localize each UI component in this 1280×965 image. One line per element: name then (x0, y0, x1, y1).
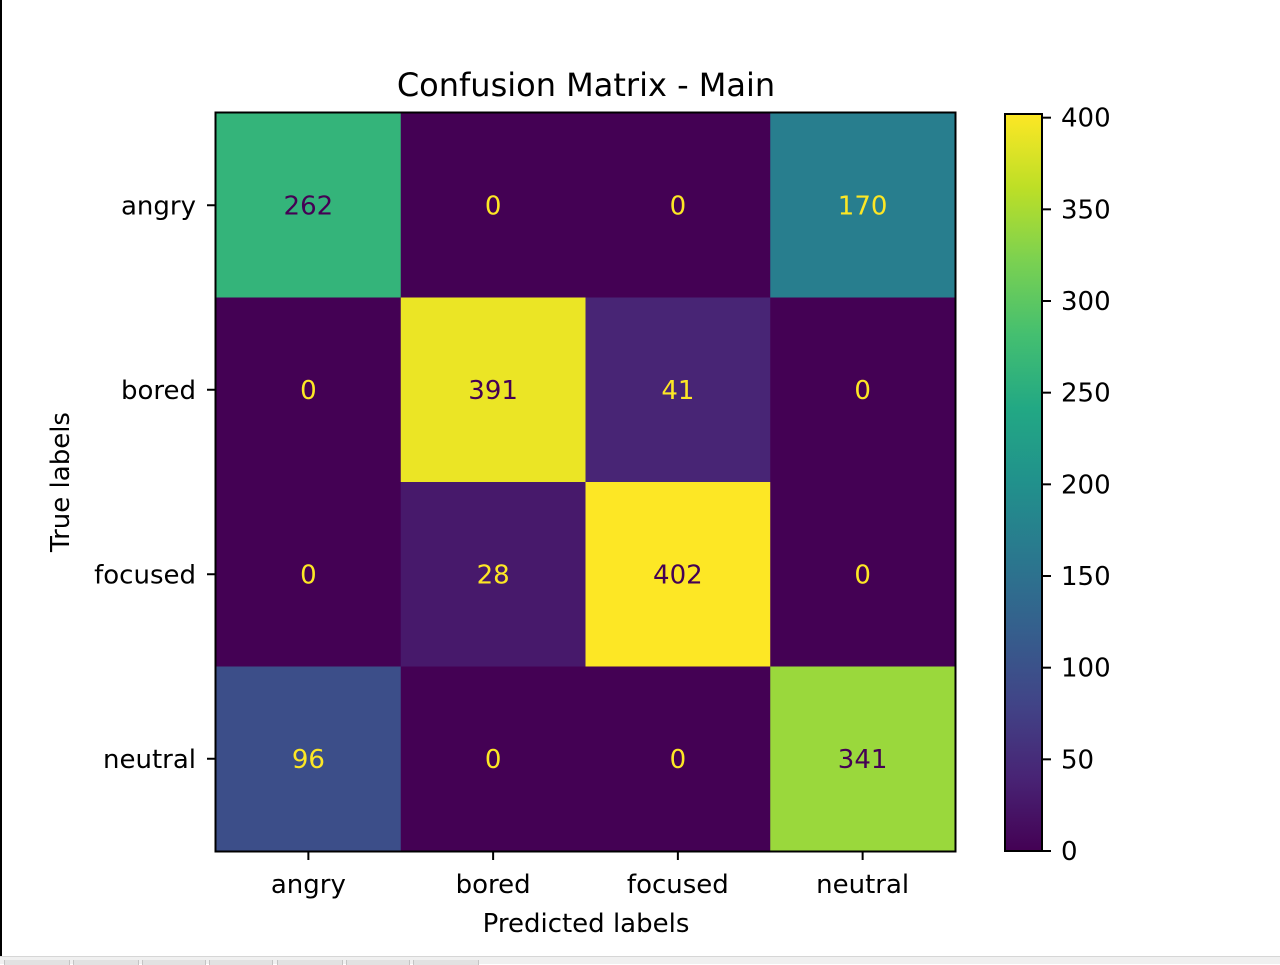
strip-tab (413, 960, 479, 965)
heatmap-cell (770, 482, 956, 667)
heatmap-cell (216, 113, 402, 298)
strip-tab (73, 960, 139, 965)
colorbar-tick-label: 250 (1061, 379, 1111, 409)
cell-value-label: 0 (485, 745, 502, 775)
cell-value-label: 0 (300, 376, 317, 406)
colorbar (1005, 114, 1042, 851)
cell-value-label: 0 (300, 560, 317, 590)
cell-value-label: 391 (468, 376, 518, 406)
heatmap-cell (216, 297, 402, 483)
heatmap-cell (770, 113, 956, 298)
strip-tab (209, 960, 273, 965)
x-tick-label: focused (627, 870, 729, 900)
chart-title: Confusion Matrix - Main (397, 66, 775, 104)
y-tick-label: neutral (103, 745, 196, 775)
heatmap-cell (400, 666, 586, 852)
heatmap-cell (216, 666, 402, 852)
cell-value-label: 170 (838, 191, 888, 221)
strip-tab (142, 960, 206, 965)
x-axis-ticks: angry bored focused neutral (271, 851, 909, 900)
colorbar-tick-label: 100 (1061, 654, 1111, 684)
heatmap-cell (585, 297, 771, 483)
colorbar-ticks: 0 50 100 150 200 250 300 350 400 (1042, 104, 1111, 867)
cell-value-label: 41 (661, 376, 694, 406)
cell-value-label: 0 (485, 191, 502, 221)
bottom-strip (0, 956, 1280, 965)
x-tick-label: bored (456, 870, 531, 900)
cell-value-label: 0 (670, 191, 687, 221)
cell-value-label: 0 (670, 745, 687, 775)
y-tick-label: bored (121, 376, 196, 406)
colorbar-tick-label: 150 (1061, 562, 1111, 592)
colorbar-tick-label: 50 (1061, 745, 1094, 775)
cell-value-label: 341 (838, 745, 888, 775)
heatmap-cell (770, 666, 956, 852)
x-tick-label: neutral (816, 870, 909, 900)
strip-tab (4, 960, 70, 965)
heatmap-cell (400, 113, 586, 298)
y-tick-label: angry (121, 191, 196, 221)
plot-frame (214, 111, 957, 853)
colorbar-tick-label: 200 (1061, 470, 1111, 500)
colorbar-tick-label: 300 (1061, 287, 1111, 317)
y-axis-ticks: angry bored focused neutral (94, 191, 216, 775)
x-axis-label: Predicted labels (483, 909, 690, 939)
window-left-border (0, 0, 2, 964)
cell-value-label: 262 (284, 191, 334, 221)
y-axis-label: True labels (46, 412, 76, 553)
heatmap-cell (585, 482, 771, 667)
cell-value-label: 0 (854, 376, 871, 406)
heatmap-cell (770, 297, 956, 483)
heatmap-cell (400, 482, 586, 667)
heatmap-cell (216, 482, 402, 667)
colorbar-tick-label: 350 (1061, 195, 1111, 225)
colorbar-tick-label: 0 (1061, 837, 1078, 867)
heatmap-cell (585, 666, 771, 852)
y-tick-label: focused (94, 560, 196, 590)
cell-value-label: 402 (653, 560, 703, 590)
x-tick-label: angry (271, 870, 346, 900)
cell-value-label: 96 (292, 745, 325, 775)
colorbar-tick-label: 400 (1061, 104, 1111, 134)
heatmap-cells (216, 113, 956, 852)
heatmap-cell (585, 113, 771, 298)
colorbar-frame (1004, 113, 1043, 852)
heatmap-cell-labels: 262 0 0 170 0 391 41 0 0 28 402 0 96 0 0 341 (284, 191, 888, 775)
strip-tab (277, 960, 343, 965)
heatmap-cell (400, 297, 586, 483)
cell-value-label: 0 (854, 560, 871, 590)
strip-tab (346, 960, 410, 965)
cell-value-label: 28 (477, 560, 510, 590)
